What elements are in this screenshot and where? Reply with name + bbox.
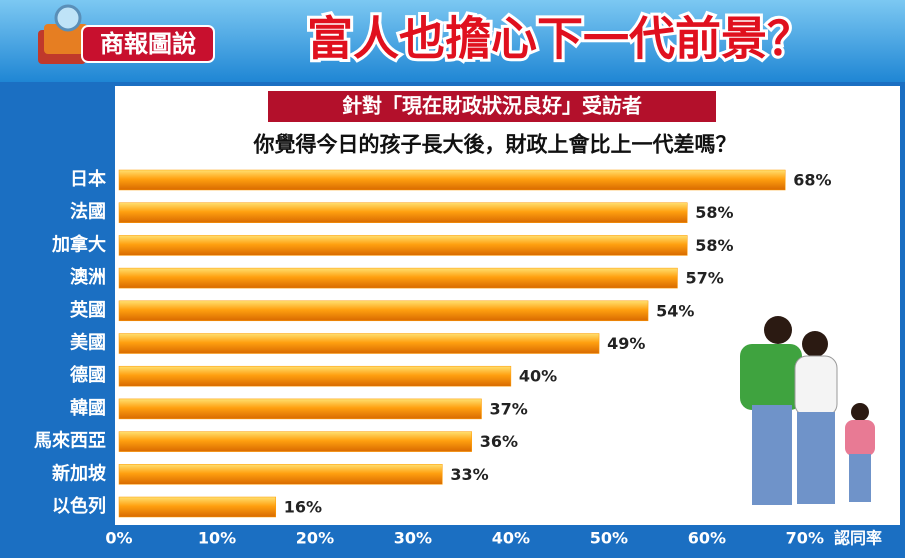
- bar: [118, 333, 600, 354]
- x-tick-label: 30%: [394, 529, 432, 548]
- value-label: 57%: [685, 269, 723, 288]
- bar: [118, 464, 443, 485]
- y-tick-label: 新加坡: [52, 462, 107, 484]
- y-tick-label: 法國: [70, 201, 106, 223]
- y-tick-label: 以色列: [52, 495, 106, 517]
- y-tick-label: 加拿大: [51, 233, 106, 255]
- value-label: 58%: [695, 236, 733, 255]
- logo: 商報圖說: [100, 30, 196, 58]
- value-label: 49%: [607, 334, 645, 353]
- y-tick-label: 日本: [70, 168, 106, 190]
- value-label: 37%: [490, 399, 528, 418]
- value-label: 40%: [519, 367, 557, 386]
- value-label: 33%: [450, 465, 488, 484]
- x-tick-label: 20%: [296, 529, 334, 548]
- logo-box: [81, 25, 215, 63]
- x-tick-label: 40%: [492, 529, 530, 548]
- value-label: 16%: [284, 498, 322, 517]
- x-tick-label: 50%: [590, 529, 628, 548]
- value-label: 58%: [695, 203, 733, 222]
- bar: [118, 496, 277, 518]
- x-tick-label: 0%: [105, 529, 132, 548]
- value-label: 68%: [793, 171, 831, 190]
- y-tick-label: 韓國: [70, 397, 106, 419]
- chart-title: 富人也擔心下一代前景？: [307, 12, 813, 66]
- bar: [118, 267, 678, 289]
- y-tick-label: 美國: [70, 332, 106, 354]
- logo-icon: [38, 4, 88, 64]
- bar: [118, 169, 786, 191]
- bar: [118, 300, 649, 322]
- family-illustration: [740, 316, 875, 505]
- x-tick-label: 10%: [198, 529, 236, 548]
- y-tick-label: 馬來西亞: [34, 430, 106, 452]
- x-axis-label: 認同率: [834, 529, 882, 548]
- x-tick-label: 60%: [688, 529, 726, 548]
- bar: [118, 202, 688, 223]
- value-label: 54%: [656, 301, 694, 320]
- bar: [118, 365, 512, 387]
- subtitle-box: [268, 91, 716, 122]
- y-tick-label: 德國: [70, 364, 106, 386]
- bar: [118, 431, 472, 452]
- subtitle: 針對「現在財政狀況良好」受訪者: [342, 94, 642, 118]
- y-tick-label: 英國: [69, 299, 106, 321]
- question: 你覺得今日的孩子長大後，財政上會比上一代差嗎？: [253, 132, 737, 157]
- x-tick-label: 70%: [786, 529, 824, 548]
- y-tick-label: 澳洲: [70, 266, 106, 288]
- value-label: 36%: [480, 432, 518, 451]
- bar: [118, 235, 688, 256]
- bar: [118, 398, 482, 420]
